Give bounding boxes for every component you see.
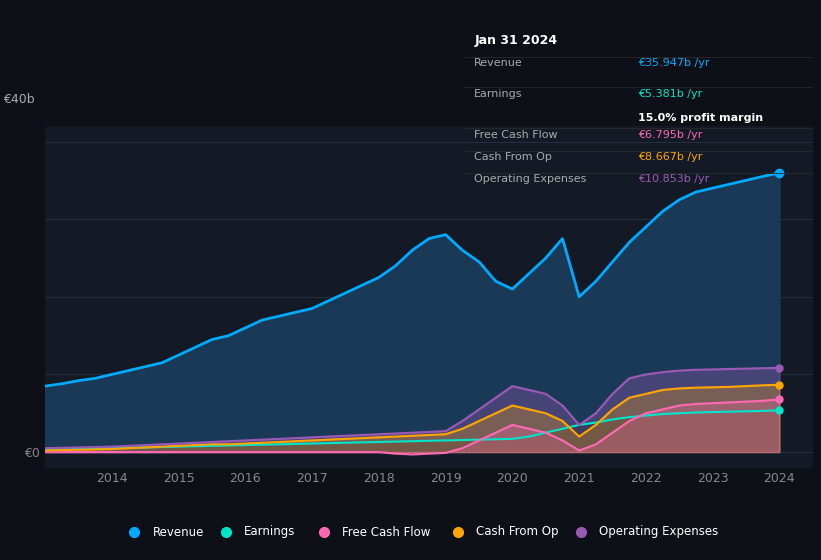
Text: Cash From Op: Cash From Op	[476, 525, 559, 539]
Text: Earnings: Earnings	[244, 525, 296, 539]
Text: Cash From Op: Cash From Op	[475, 152, 553, 162]
Text: Revenue: Revenue	[475, 58, 523, 68]
Text: €5.381b /yr: €5.381b /yr	[639, 89, 703, 99]
Text: Operating Expenses: Operating Expenses	[599, 525, 718, 539]
Text: Earnings: Earnings	[475, 89, 523, 99]
Text: Revenue: Revenue	[153, 525, 204, 539]
Text: €35.947b /yr: €35.947b /yr	[639, 58, 710, 68]
Text: Free Cash Flow: Free Cash Flow	[475, 130, 558, 140]
Text: 15.0% profit margin: 15.0% profit margin	[639, 113, 764, 123]
Text: Free Cash Flow: Free Cash Flow	[342, 525, 430, 539]
Text: €10.853b /yr: €10.853b /yr	[639, 174, 709, 184]
Text: €40b: €40b	[3, 92, 34, 105]
Text: Jan 31 2024: Jan 31 2024	[475, 34, 557, 48]
Text: Operating Expenses: Operating Expenses	[475, 174, 587, 184]
Text: €6.795b /yr: €6.795b /yr	[639, 130, 703, 140]
Text: €8.667b /yr: €8.667b /yr	[639, 152, 703, 162]
